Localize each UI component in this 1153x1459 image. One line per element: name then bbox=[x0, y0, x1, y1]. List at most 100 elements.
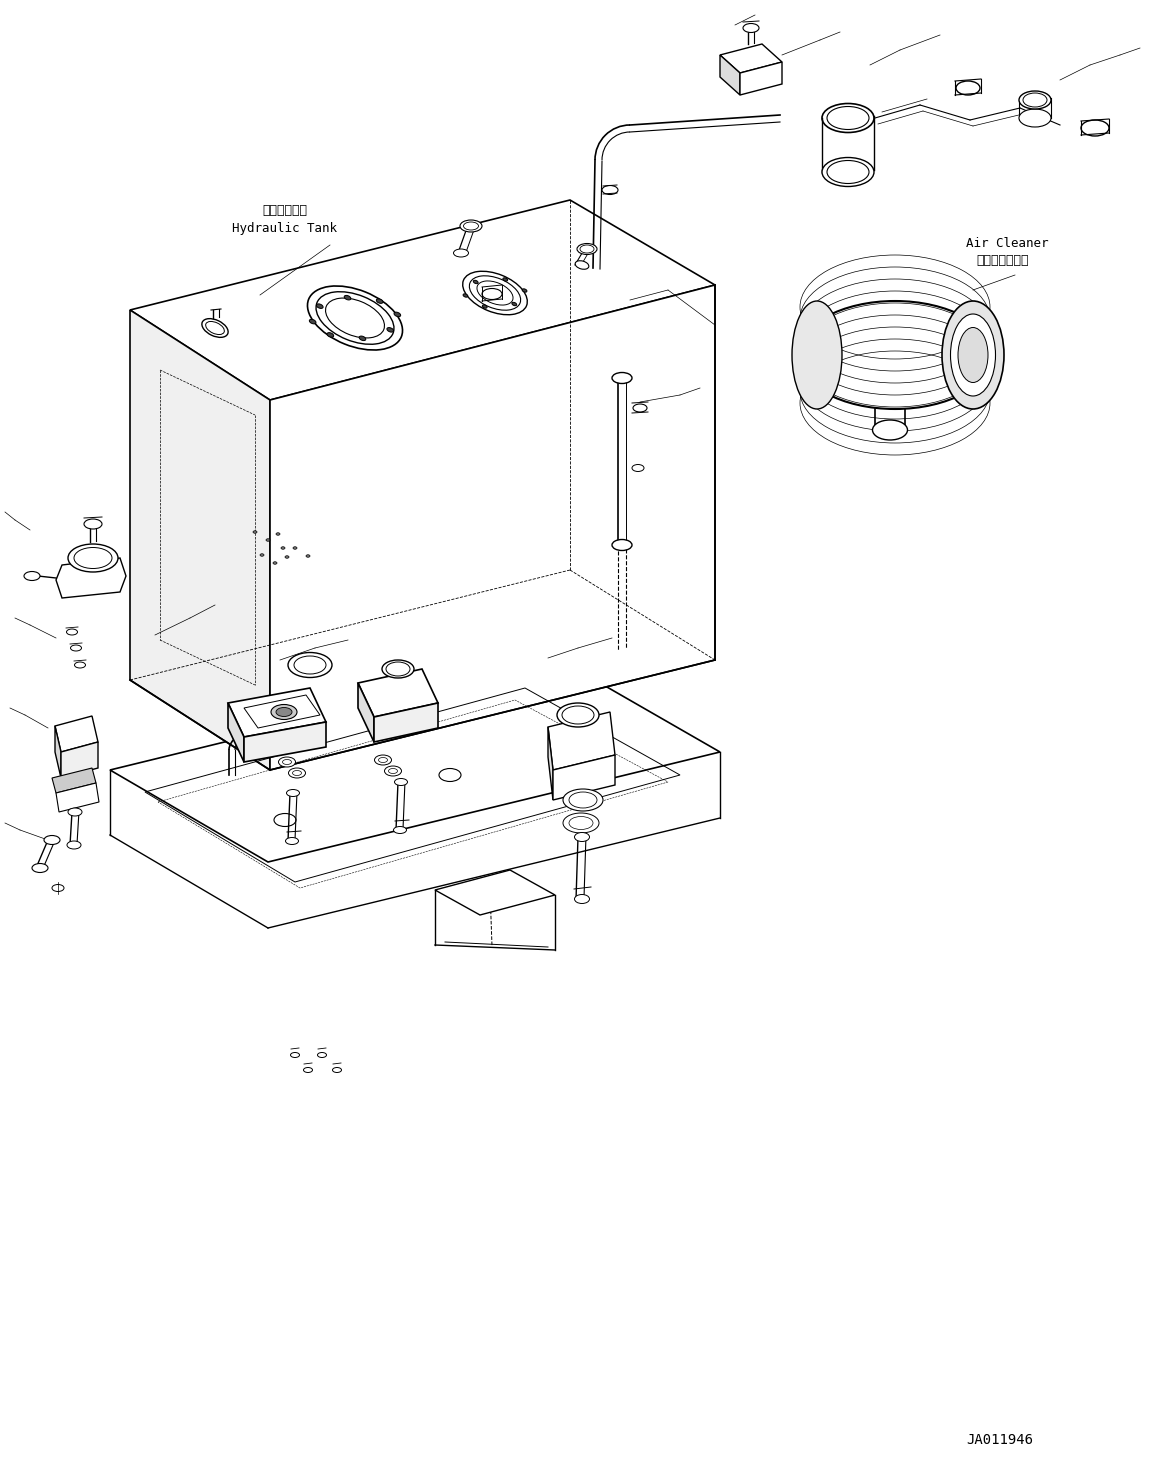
Ellipse shape bbox=[956, 82, 980, 95]
Ellipse shape bbox=[345, 295, 351, 301]
Ellipse shape bbox=[52, 884, 65, 891]
Polygon shape bbox=[357, 683, 374, 743]
Ellipse shape bbox=[316, 303, 323, 308]
Ellipse shape bbox=[75, 662, 85, 668]
Polygon shape bbox=[548, 712, 615, 770]
Ellipse shape bbox=[394, 779, 407, 785]
Ellipse shape bbox=[32, 864, 48, 872]
Ellipse shape bbox=[68, 808, 82, 816]
Ellipse shape bbox=[393, 826, 407, 833]
Ellipse shape bbox=[84, 519, 101, 530]
Ellipse shape bbox=[387, 328, 393, 333]
Ellipse shape bbox=[279, 757, 295, 767]
Ellipse shape bbox=[958, 327, 988, 382]
Polygon shape bbox=[55, 716, 98, 751]
Ellipse shape bbox=[291, 1052, 300, 1058]
Polygon shape bbox=[553, 754, 615, 800]
Ellipse shape bbox=[67, 629, 77, 635]
Polygon shape bbox=[228, 689, 326, 737]
Polygon shape bbox=[61, 743, 98, 778]
Polygon shape bbox=[270, 285, 715, 770]
Ellipse shape bbox=[44, 836, 60, 845]
Ellipse shape bbox=[464, 293, 468, 298]
Ellipse shape bbox=[522, 289, 527, 292]
Ellipse shape bbox=[602, 185, 618, 194]
Ellipse shape bbox=[309, 320, 316, 324]
Ellipse shape bbox=[303, 1068, 312, 1072]
Ellipse shape bbox=[574, 894, 589, 903]
Ellipse shape bbox=[286, 789, 300, 797]
Polygon shape bbox=[110, 659, 719, 862]
Polygon shape bbox=[719, 44, 782, 73]
Ellipse shape bbox=[576, 244, 597, 254]
Ellipse shape bbox=[273, 562, 277, 565]
Ellipse shape bbox=[281, 547, 285, 549]
Polygon shape bbox=[357, 670, 438, 716]
Polygon shape bbox=[55, 727, 61, 778]
Ellipse shape bbox=[822, 104, 874, 133]
Ellipse shape bbox=[1019, 90, 1052, 109]
Ellipse shape bbox=[563, 789, 603, 811]
Ellipse shape bbox=[942, 301, 1004, 409]
Ellipse shape bbox=[67, 840, 81, 849]
Ellipse shape bbox=[950, 314, 995, 395]
Ellipse shape bbox=[276, 708, 292, 716]
Polygon shape bbox=[130, 200, 715, 400]
Ellipse shape bbox=[288, 767, 306, 778]
Text: Air Cleaner: Air Cleaner bbox=[966, 236, 1048, 249]
Ellipse shape bbox=[563, 813, 600, 833]
Ellipse shape bbox=[632, 464, 645, 471]
Ellipse shape bbox=[271, 705, 297, 719]
Ellipse shape bbox=[798, 301, 993, 409]
Ellipse shape bbox=[792, 301, 842, 409]
Ellipse shape bbox=[474, 280, 478, 283]
Ellipse shape bbox=[276, 533, 280, 535]
Text: JA011946: JA011946 bbox=[966, 1433, 1033, 1447]
Polygon shape bbox=[719, 55, 740, 95]
Ellipse shape bbox=[873, 420, 907, 441]
Ellipse shape bbox=[453, 249, 468, 257]
Polygon shape bbox=[228, 703, 244, 762]
Ellipse shape bbox=[68, 544, 118, 572]
Ellipse shape bbox=[274, 814, 296, 826]
Ellipse shape bbox=[1019, 109, 1052, 127]
Ellipse shape bbox=[327, 333, 333, 337]
Polygon shape bbox=[56, 783, 99, 813]
Ellipse shape bbox=[317, 1052, 326, 1058]
Ellipse shape bbox=[359, 336, 366, 340]
Ellipse shape bbox=[1082, 120, 1109, 136]
Polygon shape bbox=[52, 767, 96, 794]
Ellipse shape bbox=[612, 540, 632, 550]
Ellipse shape bbox=[332, 1068, 341, 1072]
Polygon shape bbox=[56, 557, 126, 598]
Text: エアークリーナ: エアークリーナ bbox=[977, 254, 1030, 267]
Ellipse shape bbox=[293, 547, 297, 549]
Ellipse shape bbox=[612, 372, 632, 384]
Polygon shape bbox=[740, 61, 782, 95]
Ellipse shape bbox=[557, 703, 600, 727]
Ellipse shape bbox=[70, 645, 82, 651]
Ellipse shape bbox=[253, 531, 257, 533]
Ellipse shape bbox=[285, 556, 289, 559]
Ellipse shape bbox=[259, 554, 264, 556]
Ellipse shape bbox=[743, 23, 759, 32]
Ellipse shape bbox=[822, 158, 874, 187]
Text: 作動油タンク: 作動油タンク bbox=[263, 203, 308, 216]
Ellipse shape bbox=[574, 833, 589, 842]
Ellipse shape bbox=[460, 220, 482, 232]
Ellipse shape bbox=[503, 277, 507, 282]
Ellipse shape bbox=[439, 769, 461, 782]
Ellipse shape bbox=[482, 305, 487, 308]
Ellipse shape bbox=[308, 286, 402, 350]
Ellipse shape bbox=[202, 318, 228, 337]
Ellipse shape bbox=[375, 754, 392, 765]
Ellipse shape bbox=[384, 766, 401, 776]
Ellipse shape bbox=[633, 404, 647, 411]
Ellipse shape bbox=[462, 271, 527, 315]
Polygon shape bbox=[374, 703, 438, 743]
Ellipse shape bbox=[288, 652, 332, 677]
Ellipse shape bbox=[376, 299, 383, 303]
Polygon shape bbox=[435, 870, 555, 915]
Ellipse shape bbox=[394, 312, 401, 317]
Ellipse shape bbox=[382, 659, 414, 678]
